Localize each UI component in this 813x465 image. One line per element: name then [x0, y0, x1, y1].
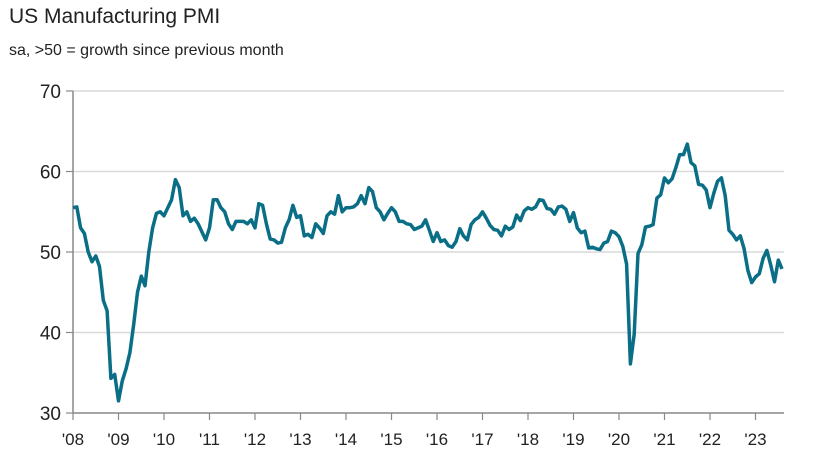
x-tick-label: '21: [653, 430, 675, 449]
x-tick-label: '09: [107, 430, 129, 449]
y-tick-label: 30: [40, 404, 61, 425]
x-tick-label: '19: [562, 430, 584, 449]
y-tick-label: 40: [40, 324, 61, 345]
x-tick-label: '22: [699, 430, 721, 449]
x-tick-label: '17: [471, 430, 493, 449]
chart-title: US Manufacturing PMI: [9, 5, 221, 28]
x-tick-label: '23: [744, 430, 766, 449]
x-tick-label: '15: [380, 430, 402, 449]
x-tick-label: '12: [244, 430, 266, 449]
x-tick-label: '14: [335, 430, 357, 449]
x-tick-label: '18: [517, 430, 539, 449]
x-tick-label: '11: [199, 430, 220, 449]
x-tick-label: '20: [608, 430, 630, 449]
x-tick-label: '16: [426, 430, 448, 449]
x-tick-label: '10: [153, 430, 175, 449]
y-tick-label: 60: [40, 163, 61, 184]
x-tick-label: '13: [289, 430, 311, 449]
chart-subtitle: sa, >50 = growth since previous month: [9, 42, 284, 59]
pmi-series-line: [72, 142, 784, 403]
x-tick-label: '08: [62, 430, 84, 449]
y-tick-label: 50: [40, 243, 61, 264]
y-tick-label: 70: [40, 82, 61, 103]
